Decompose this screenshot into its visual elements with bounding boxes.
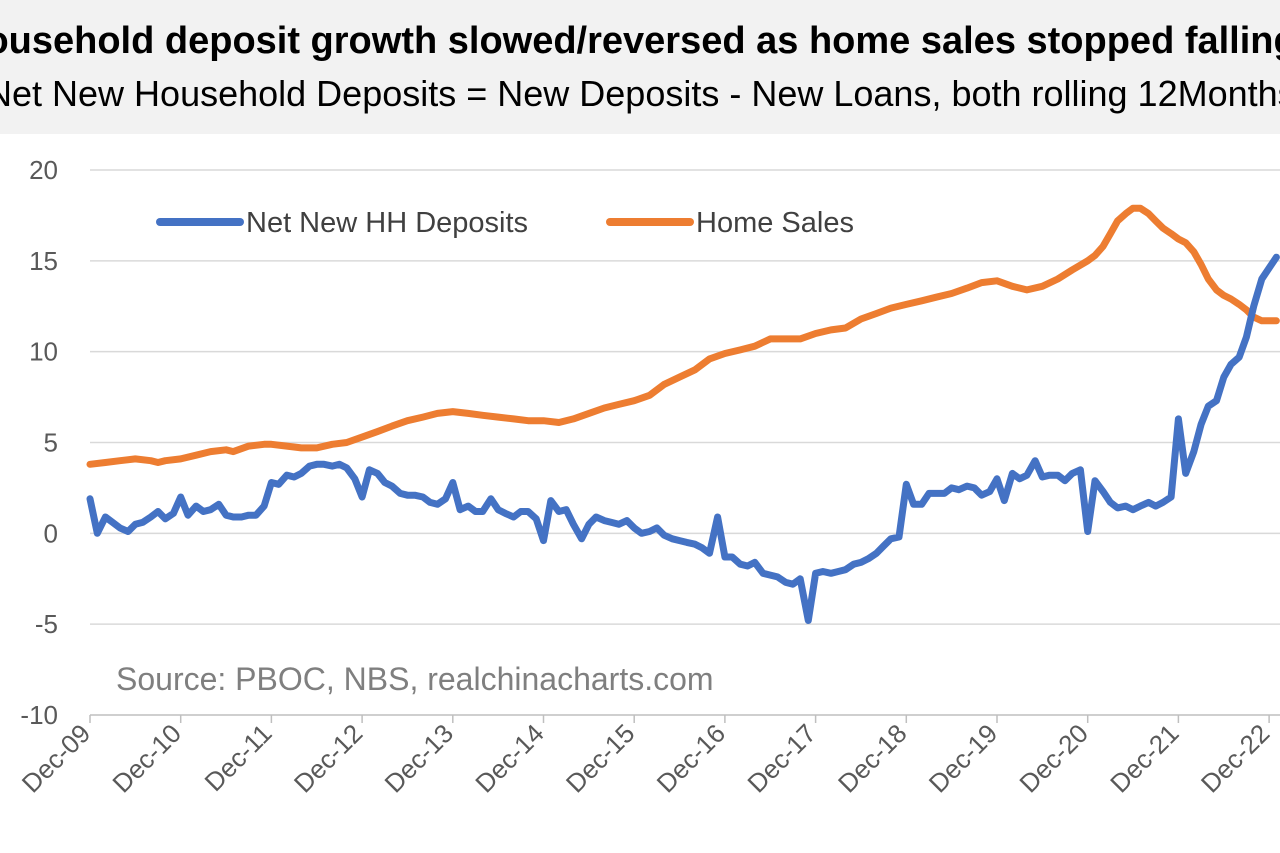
x-axis: Dec-09 Dec-10 Dec-11 Dec-12 Dec-13 Dec-14 Dec-… [16,714,1280,799]
y-tick-label: 0 [44,518,58,548]
chart-title: Household deposit growth slowed/reversed… [0,20,1280,62]
series-lines [86,204,1280,624]
gridlines [90,169,1280,625]
x-tick-label: Dec-10 [106,718,186,798]
series-line-net-new-hh-deposits [86,253,1280,624]
x-tick-label: Dec-14 [469,718,549,798]
chart-subtitle: Net New Household Deposits = New Deposit… [0,73,1280,114]
x-tick-label: Dec-17 [741,718,821,798]
y-tick-label: -5 [35,609,58,639]
source-note: Source: PBOC, NBS, realchinacharts.com [116,661,714,697]
x-tick-label: Dec-21 [1104,718,1184,798]
legend-label-net-new-hh-deposits: Net New HH Deposits [246,207,528,239]
chart-header: Household deposit growth slowed/reversed… [0,0,1280,134]
x-tick-label: Dec-16 [651,718,731,798]
x-tick-label: Dec-20 [1013,718,1093,798]
legend-label-home-sales: Home Sales [696,207,854,239]
x-tick-label: Dec-19 [923,718,1003,798]
y-tick-label: -10 [20,700,58,730]
legend: Net New HH Deposits Home Sales [156,207,854,239]
x-tick-label: Dec-12 [288,718,368,798]
x-tick-label: Dec-09 [16,718,96,798]
series-line-home-sales [86,204,1280,468]
y-tick-label: 5 [44,428,58,458]
x-tick-label: Dec-11 [199,718,278,797]
x-tick-label: Dec-15 [560,718,640,798]
y-tick-label: 20 [29,155,58,185]
x-tick-label: Dec-18 [832,718,912,798]
y-tick-label: 15 [29,246,58,276]
y-axis-ticks: 20 15 10 5 0 -5 -10 [20,155,58,730]
y-tick-label: 10 [29,337,58,367]
x-tick-label: Dec-22 [1195,718,1275,798]
x-tick-label: Dec-13 [379,718,459,798]
